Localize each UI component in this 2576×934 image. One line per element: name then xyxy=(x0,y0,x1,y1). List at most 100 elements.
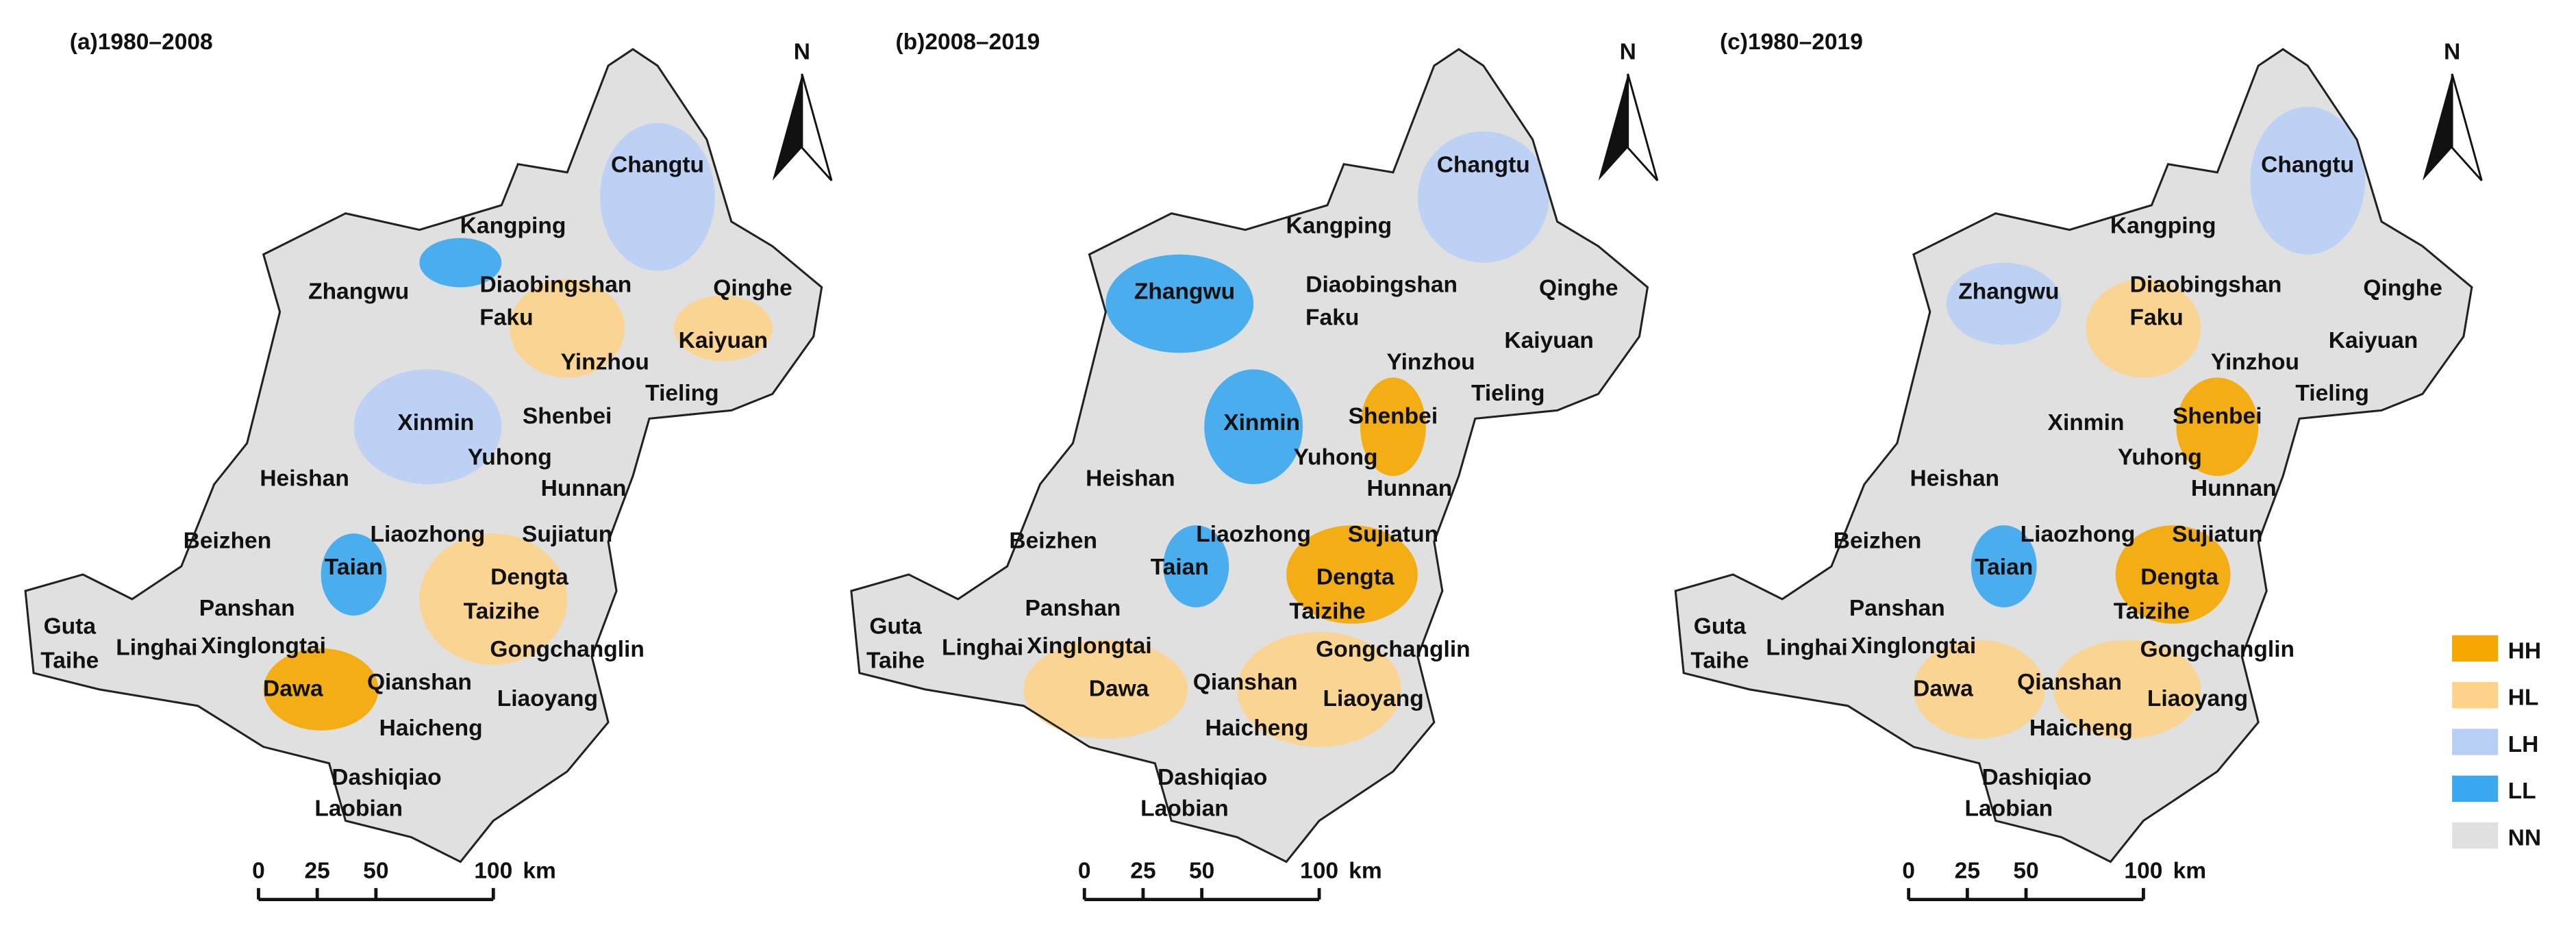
place-label: Guta xyxy=(44,614,97,639)
place-label: Tieling xyxy=(2295,381,2369,406)
place-label: Tieling xyxy=(645,381,719,406)
place-label: Heishan xyxy=(1910,466,2000,492)
place-label: Dashiqiao xyxy=(1158,765,1267,790)
place-label: Guta xyxy=(869,614,922,639)
place-label: Yuhong xyxy=(2118,444,2202,470)
place-label: Sujiatun xyxy=(1348,522,1438,547)
place-label: Linghai xyxy=(942,635,1023,660)
scale-unit: km xyxy=(2173,858,2207,883)
place-label: Liaozhong xyxy=(2021,522,2136,547)
cluster-area xyxy=(2053,640,2201,739)
place-label: Taizihe xyxy=(2114,599,2190,624)
region-border xyxy=(1674,48,2473,863)
place-label: Dashiqiao xyxy=(1981,765,2091,790)
scale-label: 100 xyxy=(2124,858,2162,883)
place-label: Kaiyuan xyxy=(2329,328,2418,353)
place-label: Shenbei xyxy=(523,403,612,429)
place-label: Beizhen xyxy=(1009,529,1097,554)
scale-label: 50 xyxy=(1189,858,1214,883)
cluster-area xyxy=(419,533,568,665)
region-border xyxy=(24,48,823,863)
place-label: Changtu xyxy=(611,153,704,178)
place-label: Hunnan xyxy=(541,476,627,501)
cluster-area xyxy=(2176,377,2259,477)
place-label: Qianshan xyxy=(1193,670,1298,695)
place-label: Qinghe xyxy=(1539,275,1618,301)
region-border xyxy=(850,48,1649,863)
cluster-area xyxy=(1417,131,1549,263)
cluster-area xyxy=(1360,377,1426,477)
place-label: Panshan xyxy=(199,596,295,621)
place-label: Xinmin xyxy=(397,410,474,436)
panel-title: (c)1980–2019 xyxy=(1720,29,1863,55)
place-label: Yinzhou xyxy=(1386,349,1475,375)
scale-label: 50 xyxy=(363,858,388,883)
scale-label: 25 xyxy=(1955,858,1980,883)
place-label: Liaozhong xyxy=(371,522,486,547)
cluster-area xyxy=(2250,106,2366,255)
place-label: Yuhong xyxy=(1294,444,1378,470)
legend-label: LL xyxy=(2508,779,2536,804)
map-panel: (a)1980–2008 Changtu Kangping Zhangwu Diaobi… xyxy=(24,29,833,902)
scale-label: 25 xyxy=(1130,858,1155,883)
scale-label: 100 xyxy=(1300,858,1338,883)
north-arrow xyxy=(772,73,802,181)
map-panel: (b)2008–2019 Changtu Kangping Zhangwu Diaobi… xyxy=(850,29,1659,902)
cluster-area xyxy=(2115,525,2231,624)
place-label: Taizihe xyxy=(464,599,540,624)
north-arrow xyxy=(1598,73,1628,181)
place-label: Zhangwu xyxy=(1958,279,2059,304)
cluster-area xyxy=(2086,279,2201,378)
scale-label: 50 xyxy=(2013,858,2038,883)
place-label: Linghai xyxy=(1766,635,1847,660)
place-label: Panshan xyxy=(1849,596,1945,621)
cluster-area xyxy=(1204,369,1303,485)
scale-label: 0 xyxy=(1902,858,1915,883)
place-label: Panshan xyxy=(1025,596,1121,621)
place-label: Dawa xyxy=(263,676,323,701)
place-label: Sujiatun xyxy=(2172,522,2262,547)
place-label: Dengta xyxy=(1316,564,1395,590)
scale-label: 0 xyxy=(1078,858,1091,883)
place-label: Kangping xyxy=(460,213,566,238)
place-label: Qianshan xyxy=(367,670,472,695)
place-label: Hunnan xyxy=(1366,476,1452,501)
place-label: Shenbei xyxy=(2173,403,2262,429)
scale-unit: km xyxy=(523,858,556,883)
legend-label: HH xyxy=(2508,638,2541,664)
cluster-area xyxy=(321,533,387,616)
place-label: Dashiqiao xyxy=(332,765,441,790)
place-label: Kangping xyxy=(2110,213,2216,238)
place-label: Gongchanglin xyxy=(2140,637,2295,662)
place-label: Taian xyxy=(325,555,383,580)
cluster-area xyxy=(1163,525,1229,607)
place-label: Haicheng xyxy=(1205,716,1308,741)
north-label: N xyxy=(1620,39,1636,64)
place-label: Taian xyxy=(1975,555,2033,580)
place-label: Yinzhou xyxy=(561,349,649,375)
place-label: Beizhen xyxy=(1834,529,1922,554)
map-panel: (c)1980–2019 Changtu Kangping Zhangwu Diaobi… xyxy=(1674,29,2483,902)
place-label: Xinmin xyxy=(2048,410,2125,436)
north-label: N xyxy=(2444,39,2460,64)
place-label: Sujiatun xyxy=(522,522,612,547)
place-label: Xinglongtai xyxy=(1027,633,1152,659)
place-label: Zhangwu xyxy=(1134,279,1235,304)
scale-label: 0 xyxy=(252,858,265,883)
legend-swatch xyxy=(2452,775,2499,803)
place-label: Tieling xyxy=(1471,381,1545,406)
place-label: Yinzhou xyxy=(2211,349,2299,375)
cluster-area xyxy=(510,279,625,378)
place-label: Zhangwu xyxy=(308,279,409,304)
north-arrow xyxy=(801,73,833,181)
north-label: N xyxy=(794,39,810,64)
place-label: Xinglongtai xyxy=(201,633,326,659)
place-label: Qianshan xyxy=(2017,670,2122,695)
place-label: Kaiyuan xyxy=(679,328,768,353)
scale-unit: km xyxy=(1349,858,1382,883)
legend-swatch xyxy=(2452,635,2499,662)
cluster-area xyxy=(1946,262,2062,345)
place-label: Gongchanglin xyxy=(1316,637,1471,662)
cluster-area xyxy=(353,369,502,485)
place-label: Kaiyuan xyxy=(1504,328,1594,353)
